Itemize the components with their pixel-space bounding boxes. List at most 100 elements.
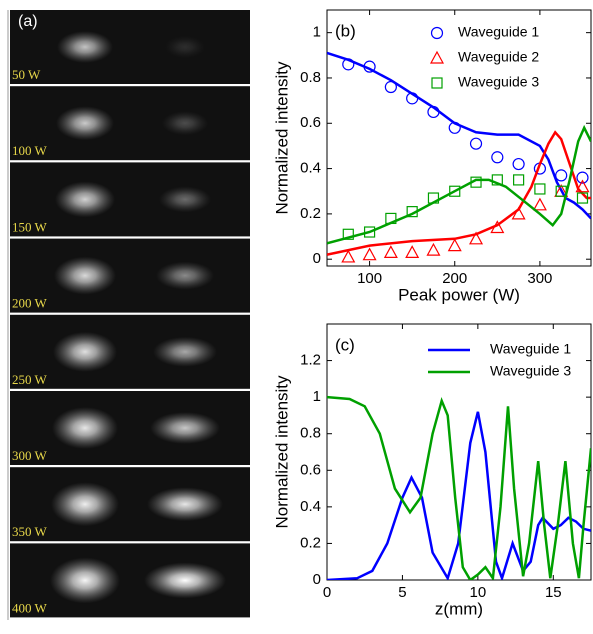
y-tick-label: 0.2 (300, 534, 321, 551)
marker (575, 179, 590, 193)
frame-label: 200 W (12, 296, 48, 311)
x-tick-label: 100 (357, 270, 382, 287)
y-tick-label: 0.6 (300, 114, 321, 131)
frame-label: 50 W (12, 67, 41, 82)
frame-label: 300 W (12, 448, 48, 463)
x-tick-label: 10 (470, 584, 487, 601)
y-tick-label: 0.8 (300, 425, 321, 442)
y-tick-label: 1 (313, 388, 321, 405)
spot (50, 557, 120, 604)
marker (513, 174, 525, 186)
legend-marker (430, 26, 444, 40)
marker (363, 60, 376, 73)
y-tick-label: 0.2 (300, 205, 321, 222)
marker (491, 151, 504, 164)
marker (469, 137, 483, 150)
legend-label: Waveguide 1 (458, 24, 539, 40)
spot (54, 256, 116, 295)
y-tick-label: 0.6 (300, 461, 321, 478)
frame-label: 400 W (12, 600, 48, 615)
frame (10, 86, 250, 161)
marker (341, 249, 356, 263)
panel-label: (b) (335, 21, 356, 40)
marker (385, 212, 397, 225)
y-tick-label: 0.4 (300, 160, 321, 177)
spot (144, 562, 226, 599)
image-panel: 50 W 100 W 150 W 200 W 250 W 300 W 350 W 400 W (7, 10, 250, 620)
marker (576, 192, 589, 204)
marker (469, 231, 484, 245)
marker (576, 171, 589, 184)
legend-label: Waveguide 2 (458, 49, 539, 65)
marker (555, 185, 567, 197)
marker (405, 245, 420, 259)
marker (447, 238, 462, 252)
y-tick-label: 0.4 (300, 498, 321, 515)
spot (159, 186, 211, 213)
marker (406, 92, 419, 105)
frame-label: 150 W (12, 219, 48, 234)
y-tick-label: 0 (313, 250, 321, 267)
marker (512, 157, 525, 171)
y-axis-label: Normalized intensity (272, 375, 291, 529)
spot (56, 106, 114, 141)
marker (555, 169, 568, 182)
spot (55, 181, 115, 218)
marker (491, 174, 503, 186)
marker (532, 197, 547, 211)
x-axis-label: z(mm) (435, 599, 483, 618)
marker (406, 206, 418, 218)
x-axis-label: Peak power (W) (398, 285, 520, 304)
marker (362, 247, 377, 261)
legend-label: Waveguide 1 (490, 341, 571, 357)
x-tick-label: 5 (398, 584, 406, 601)
plot-frame (326, 9, 592, 267)
x-tick-label: 300 (527, 270, 552, 287)
line (327, 411, 591, 580)
marker (534, 183, 546, 195)
spot (147, 487, 223, 522)
marker (383, 245, 398, 259)
frame-label: 100 W (12, 143, 48, 158)
legend-label: Waveguide 3 (490, 363, 571, 379)
panel-label: (a) (18, 13, 38, 30)
marker (342, 228, 354, 240)
marker (384, 80, 397, 94)
x-tick-label: 200 (442, 270, 467, 287)
spot (162, 111, 208, 136)
fit-line (327, 130, 591, 256)
y-tick-label: 1.2 (300, 352, 321, 369)
frame-label: 350 W (12, 524, 48, 539)
spot (153, 336, 217, 367)
marker (363, 226, 376, 238)
y-axis-label: Normalized intensity (272, 61, 291, 215)
spot (156, 261, 214, 290)
marker (470, 176, 482, 188)
panel-label: (c) (335, 335, 355, 354)
y-tick-label: 0.8 (300, 69, 321, 86)
legend-label: Waveguide 3 (458, 74, 539, 90)
marker (449, 185, 461, 197)
spot (57, 31, 113, 63)
line (327, 395, 591, 580)
fit-line (327, 124, 591, 245)
fit-line (327, 51, 591, 220)
y-tick-label: 0 (313, 571, 321, 588)
spot (51, 482, 119, 527)
spot (52, 407, 118, 449)
frame (10, 10, 250, 84)
y-tick-label: 1 (313, 24, 321, 41)
marker (342, 58, 355, 71)
frame-label: 250 W (12, 372, 48, 387)
legend-marker (429, 50, 445, 64)
marker (427, 105, 440, 119)
x-tick-label: 0 (323, 584, 331, 601)
x-tick-label: 15 (545, 584, 562, 601)
spot (53, 331, 117, 372)
marker (426, 242, 441, 256)
marker (511, 206, 526, 220)
spot (165, 36, 205, 58)
legend-marker (431, 77, 443, 89)
